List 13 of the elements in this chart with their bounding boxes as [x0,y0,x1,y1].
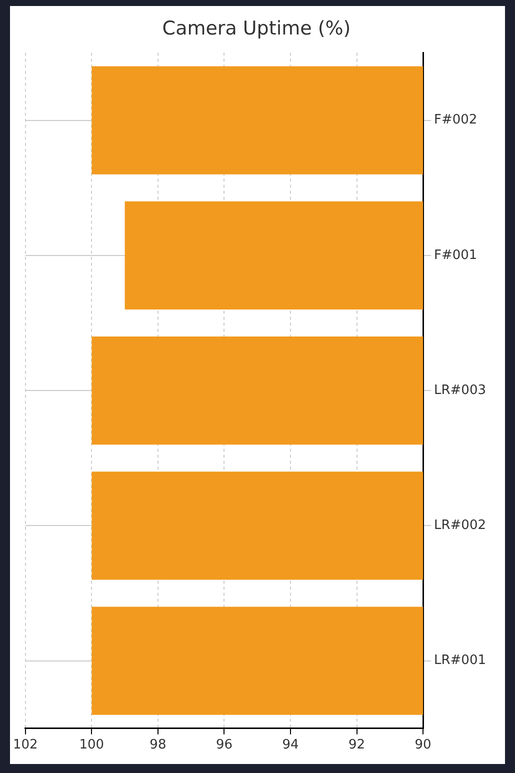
y-tick-label: LR#001 [434,653,486,668]
y-tick-label: LR#002 [434,518,486,534]
y-tick-label: F#002 [434,112,478,128]
x-tick-label: 102 [12,738,38,753]
x-tick-label: 94 [282,738,299,753]
chart-title: Camera Uptime (%) [162,17,351,40]
x-tick-label: 98 [150,738,166,753]
x-tick-label: 90 [414,738,432,753]
x-tick-label: 96 [216,738,232,753]
y-tick-label: F#001 [434,248,478,263]
y-tick-label: LR#003 [434,382,486,398]
x-tick-label: 100 [79,738,104,753]
x-tick-label: 92 [348,738,366,753]
